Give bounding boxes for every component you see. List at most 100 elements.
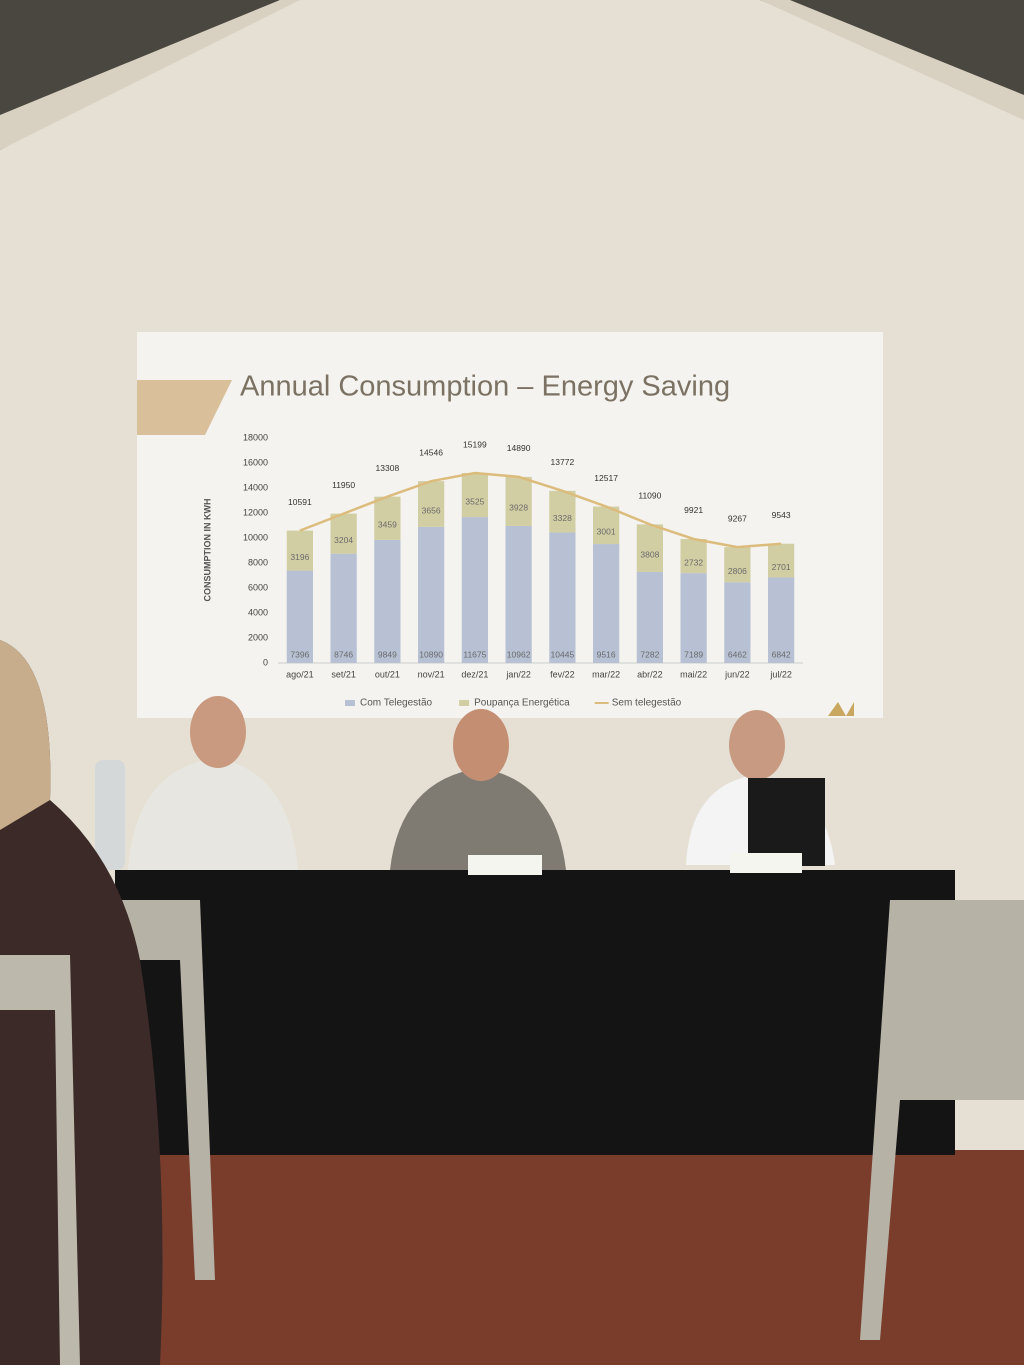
- line-label: 15199: [463, 439, 487, 449]
- floor: [0, 1150, 1024, 1365]
- data-label: 3001: [597, 527, 616, 537]
- data-label: 3808: [640, 549, 659, 559]
- data-label: 2806: [728, 566, 747, 576]
- data-label: 10445: [551, 649, 575, 659]
- chart-title: Annual Consumption – Energy Saving: [240, 371, 730, 403]
- data-label: 10890: [419, 649, 443, 659]
- line-label: 9267: [728, 513, 747, 523]
- slide-accent: [137, 380, 232, 435]
- data-label: 6842: [772, 649, 791, 659]
- bar: [505, 476, 532, 526]
- table: [115, 870, 955, 1155]
- x-tick-label: jan/22: [505, 669, 531, 679]
- y-axis-label: CONSUMPTION IN KWH: [202, 499, 212, 602]
- line-label: 11950: [332, 480, 355, 490]
- bar: [593, 506, 620, 545]
- x-tick-label: abr/22: [637, 669, 663, 679]
- bar: [724, 547, 751, 583]
- person-left-shirt: [128, 758, 298, 870]
- chair-left: [120, 900, 215, 1280]
- bar: [461, 473, 488, 518]
- data-label: 3328: [553, 513, 572, 523]
- bar: [286, 530, 313, 571]
- y-tick-label: 4000: [248, 607, 268, 617]
- laptop: [748, 778, 825, 866]
- line-label: 10591: [288, 497, 312, 507]
- person-center-head: [453, 709, 509, 781]
- data-label: 7282: [640, 649, 659, 659]
- chart: 0 2000 4000 6000 8000 10000 12000 14000 16000 180…: [243, 432, 803, 709]
- x-tick-label: nov/21: [418, 669, 445, 679]
- x-tick-label: set/21: [331, 669, 356, 679]
- person-left-head: [190, 696, 246, 768]
- y-tick-label: 10000: [243, 532, 268, 542]
- audience-hair: [0, 640, 51, 830]
- x-tick-label: mai/22: [680, 669, 707, 679]
- bar: [418, 526, 445, 663]
- x-tick-label: jul/22: [769, 669, 792, 679]
- legend-label: Sem telegestão: [612, 698, 682, 709]
- bar: [330, 513, 357, 554]
- y-tick-label: 6000: [248, 582, 268, 592]
- y-tick-label: 14000: [243, 482, 268, 492]
- bottle: [95, 760, 125, 870]
- bar: [286, 570, 313, 663]
- bar: [636, 571, 663, 663]
- data-label: 11675: [463, 649, 486, 659]
- line-label: 13308: [376, 463, 400, 473]
- data-label: 3204: [334, 535, 353, 545]
- bar: [374, 539, 401, 663]
- data-label: 3656: [422, 505, 441, 515]
- beam-left: [0, 0, 300, 150]
- legend-swatch: [345, 700, 355, 706]
- bar: [768, 577, 795, 663]
- legend-label: Poupança Energética: [474, 698, 570, 709]
- y-tick-label: 0: [263, 657, 268, 667]
- y-tick-label: 16000: [243, 457, 268, 467]
- x-tick-label: jun/22: [724, 669, 750, 679]
- y-tick-label: 18000: [243, 432, 268, 442]
- bar: [680, 538, 707, 574]
- bar: [549, 532, 576, 663]
- x-tick-label: dez/21: [461, 669, 488, 679]
- person-right-head: [729, 710, 785, 780]
- data-label: 3928: [509, 503, 528, 513]
- line-label: 12517: [594, 473, 618, 483]
- bar: [593, 544, 620, 663]
- line-label: 14546: [419, 447, 443, 457]
- audience-member: [0, 640, 163, 1365]
- data-label: 9516: [597, 649, 616, 659]
- bar: [418, 481, 445, 527]
- x-tick-label: ago/21: [286, 669, 314, 679]
- bar: [461, 517, 488, 663]
- line-series: [299, 471, 782, 549]
- line-label: 11090: [638, 491, 661, 501]
- bar: [330, 553, 357, 663]
- bar: [768, 543, 795, 578]
- beam-right: [760, 0, 1024, 120]
- line-label: 9921: [684, 505, 703, 515]
- y-tick-label: 12000: [243, 507, 268, 517]
- x-tick-label: mar/22: [592, 669, 620, 679]
- person-center-jacket: [390, 768, 566, 870]
- name-card-right: [730, 853, 802, 873]
- data-label: 7189: [684, 649, 703, 659]
- data-label: 3459: [378, 520, 397, 530]
- line-label: 9543: [772, 510, 791, 520]
- y-tick-label: 2000: [248, 632, 268, 642]
- bar: [636, 524, 663, 572]
- bar: [549, 490, 576, 533]
- data-label: 2701: [772, 562, 791, 572]
- line-label: 14890: [507, 443, 531, 453]
- line-label: 13772: [551, 457, 575, 467]
- name-card-center: [468, 855, 542, 875]
- slide-logo: [828, 702, 854, 716]
- bar: [505, 525, 532, 663]
- bar: [374, 496, 401, 540]
- data-label: 3196: [290, 552, 309, 562]
- data-label: 10962: [507, 649, 531, 659]
- data-label: 8746: [334, 649, 353, 659]
- legend-swatch: [459, 700, 470, 706]
